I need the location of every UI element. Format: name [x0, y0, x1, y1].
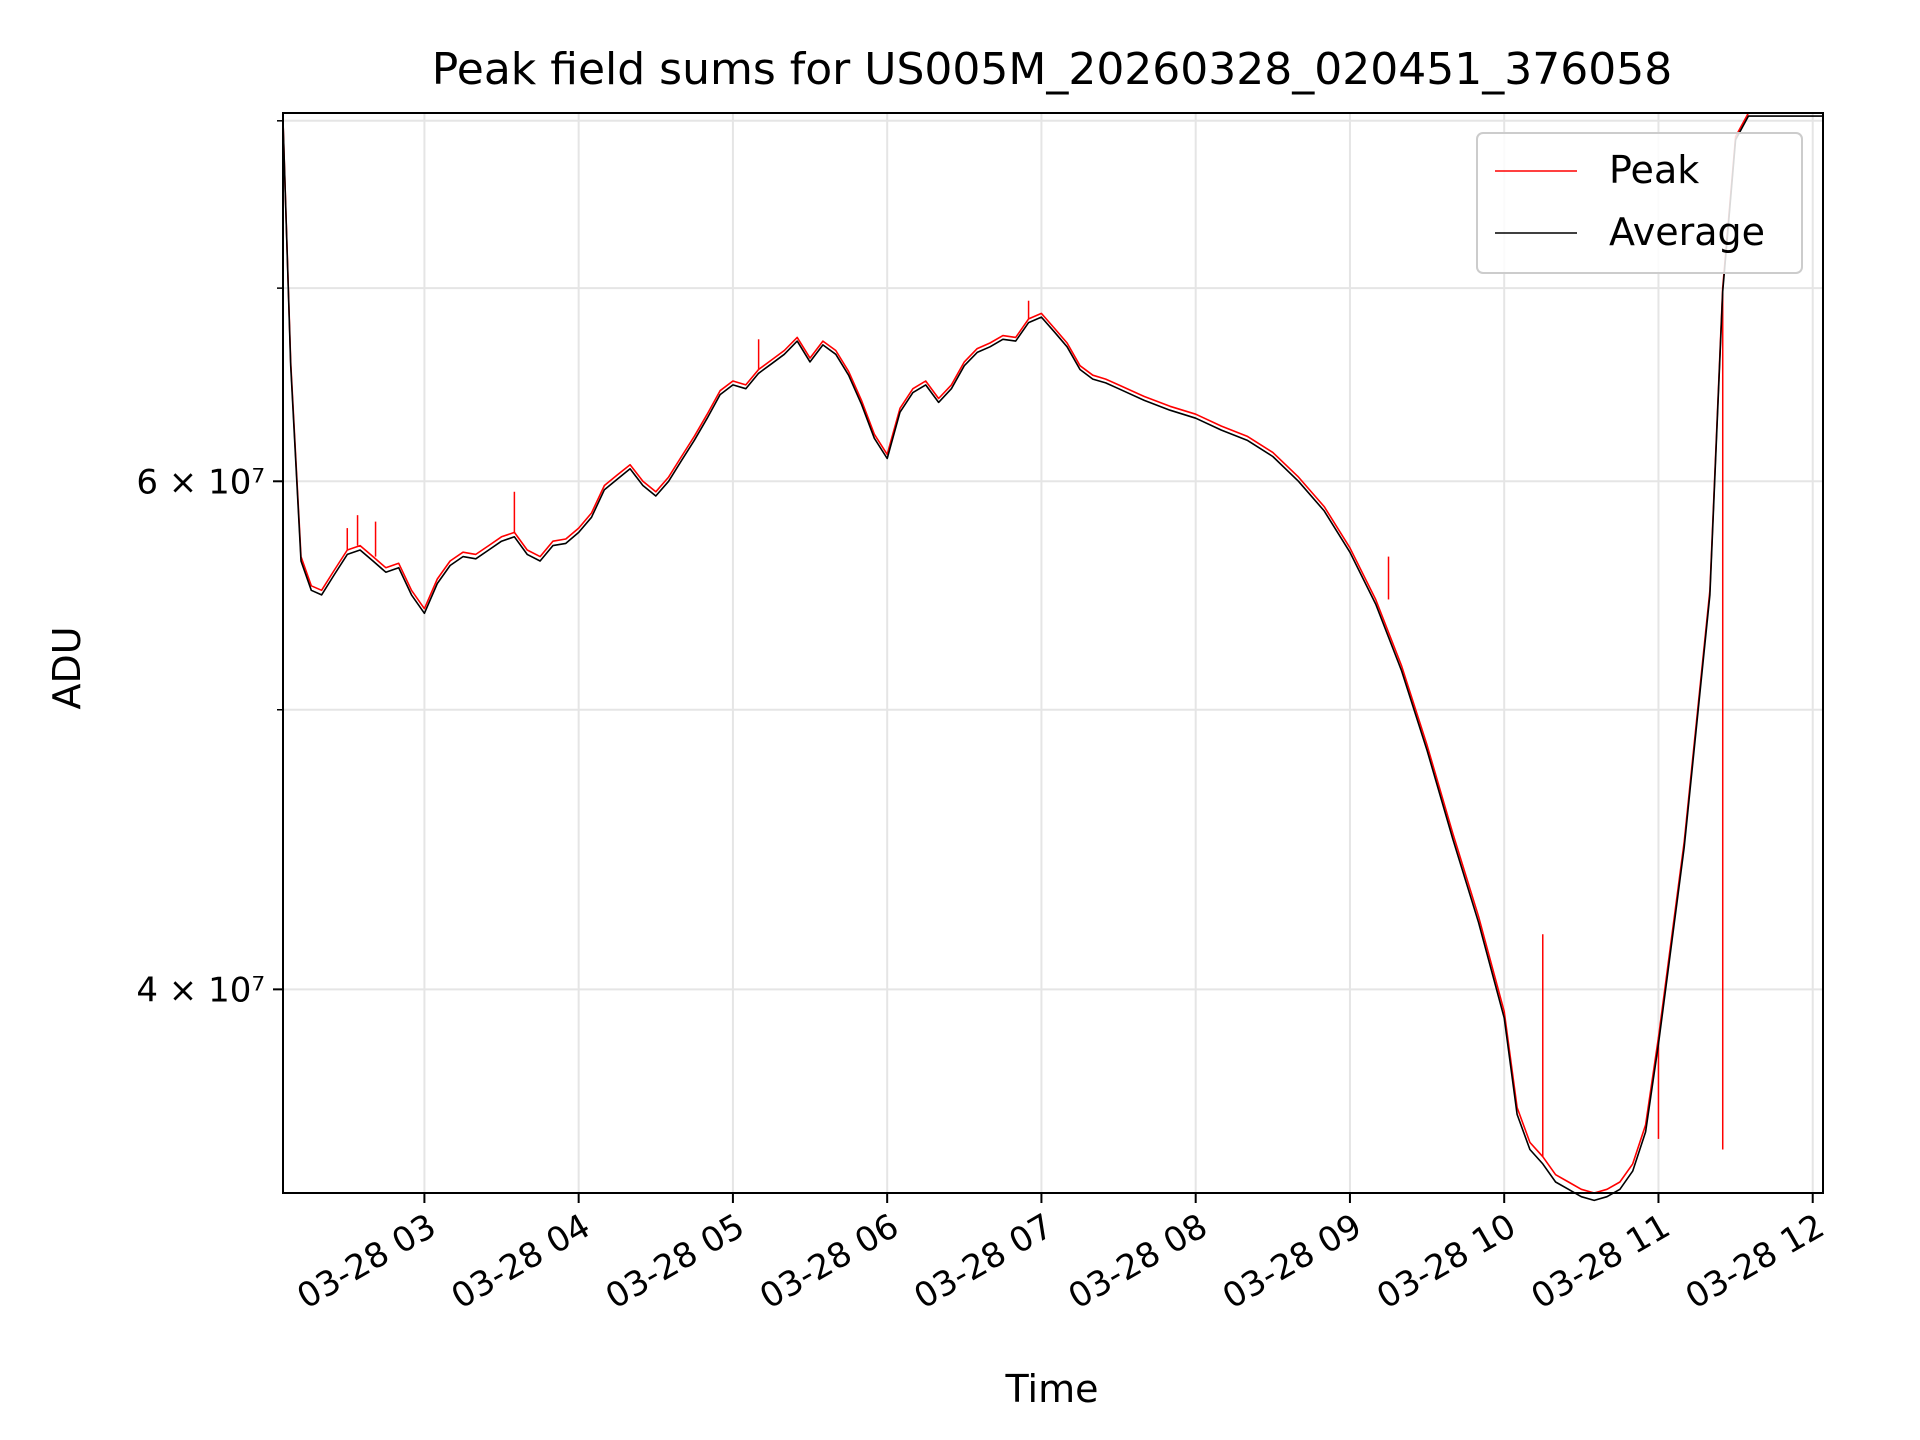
y-axis-ticks: 4 × 10⁷ 6 × 10⁷ [136, 120, 283, 1010]
plot-area [282, 112, 1823, 1202]
legend-label-average: Average [1609, 210, 1765, 254]
y-axis-label: ADU [45, 626, 89, 709]
axes-frame [282, 112, 1824, 1194]
x-axis-label: Time [1005, 1367, 1099, 1411]
y-tick-label: 4 × 10⁷ [136, 970, 265, 1010]
series-line-peak [282, 112, 1823, 1194]
chart-title: Peak field sums for US005M_20260328_0204… [432, 44, 1672, 95]
y-tick-label: 6 × 10⁷ [136, 462, 265, 502]
legend: Peak Average [1476, 132, 1803, 274]
series-line-average [282, 115, 1823, 1202]
grid-lines [283, 113, 1823, 1193]
legend-box [1476, 132, 1803, 274]
legend-label-peak: Peak [1609, 148, 1699, 192]
